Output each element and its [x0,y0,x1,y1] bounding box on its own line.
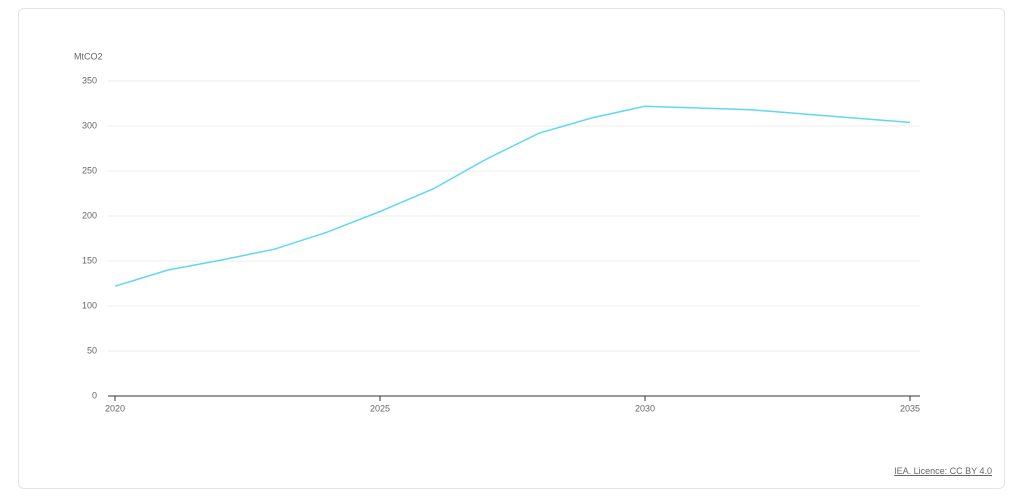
x-tick-label: 2020 [105,403,125,413]
credit-link[interactable]: IEA. Licence: CC BY 4.0 [894,466,992,476]
x-tick-label: 2030 [635,403,655,413]
y-tick-label: 300 [82,120,97,130]
data-line [114,105,911,287]
y-tick-label: 0 [92,390,97,400]
y-tick-label: 100 [82,300,97,310]
y-tick-label: 250 [82,165,97,175]
x-tick-label: 2025 [370,403,390,413]
y-axis-label: MtCO2 [74,51,103,61]
chart-card [18,8,1005,489]
y-tick-label: 200 [82,210,97,220]
y-tick-label: 50 [87,345,97,355]
x-tick-label: 2035 [900,403,920,413]
y-tick-label: 150 [82,255,97,265]
y-tick-label: 350 [82,75,97,85]
